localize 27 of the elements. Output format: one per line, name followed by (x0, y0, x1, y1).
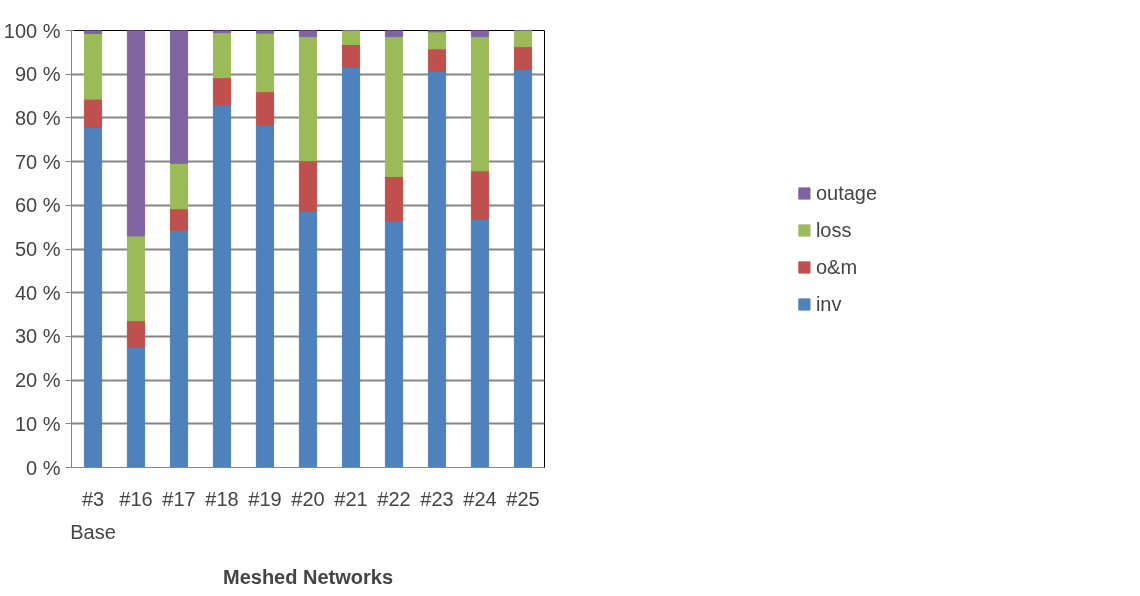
legend-label: inv (815, 292, 842, 316)
x-tick-label: #22 (377, 487, 411, 510)
x-tick-label: #3 Base (70, 487, 116, 543)
x-tick-label: #25 (506, 487, 540, 510)
y-tick-label: 50 % (14, 238, 61, 260)
x-tick-label: #23 (420, 487, 454, 510)
x-tick-label: #16 (119, 487, 153, 510)
y-tick-label: 20 % (14, 369, 61, 392)
legend-label: o&m (815, 255, 858, 279)
y-tick-label: 10 % (14, 412, 61, 435)
x-axis-title: Meshed Networks (222, 565, 394, 588)
x-tick-label: #24 (463, 487, 497, 510)
y-tick-label: 90 % (14, 63, 61, 86)
legend-label: loss (815, 218, 852, 242)
x-tick-label: #21 (334, 487, 368, 510)
x-tick-label: #18 (205, 487, 239, 510)
y-tick-label: 30 % (14, 325, 61, 348)
x-tick-label: #19 (248, 487, 282, 510)
y-tick-label: 80 % (14, 106, 61, 129)
y-tick-label: 60 % (14, 194, 61, 217)
x-tick-label: #17 (162, 487, 196, 510)
y-tick-label: 40 % (14, 281, 61, 304)
y-tick-label: 70 % (14, 150, 61, 173)
x-tick-label: #20 (291, 487, 325, 510)
legend-label: outage (815, 181, 878, 205)
y-tick-label: 100 % (3, 19, 61, 42)
y-tick-label: 0 % (26, 456, 61, 479)
